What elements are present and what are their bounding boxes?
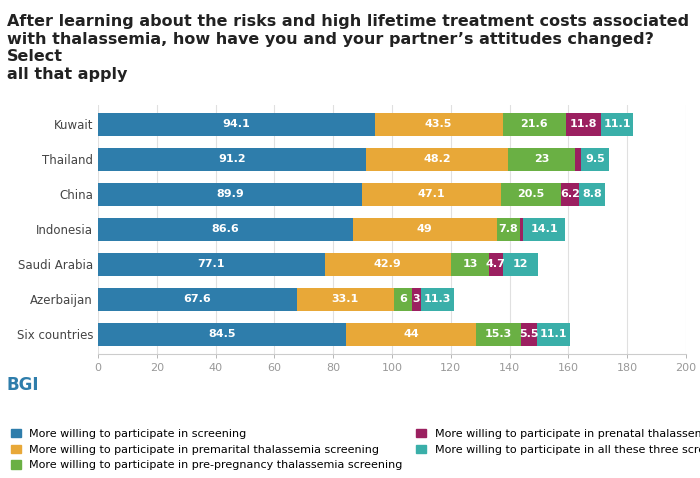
Bar	[98, 148, 366, 171]
Text: 86.6: 86.6	[211, 225, 239, 234]
Bar	[366, 148, 508, 171]
Bar	[325, 253, 451, 276]
Text: 6: 6	[399, 294, 407, 304]
Bar	[575, 148, 581, 171]
Bar	[98, 288, 297, 311]
Text: 48.2: 48.2	[424, 154, 451, 164]
Text: 94.1: 94.1	[223, 120, 250, 130]
Text: 13: 13	[462, 260, 477, 270]
Text: 6.2: 6.2	[560, 189, 580, 199]
Bar	[476, 323, 521, 346]
Text: 23: 23	[534, 154, 550, 164]
Bar	[297, 288, 394, 311]
Text: 8.8: 8.8	[582, 189, 602, 199]
Text: BGI: BGI	[7, 376, 39, 394]
Text: 5.5: 5.5	[519, 329, 538, 339]
Bar	[451, 253, 489, 276]
Text: After learning about the risks and high lifetime treatment costs associated
with: After learning about the risks and high …	[7, 14, 689, 82]
Text: 11.1: 11.1	[603, 120, 631, 130]
Text: 15.3: 15.3	[484, 329, 512, 339]
Text: 14.1: 14.1	[531, 225, 558, 234]
Bar	[580, 183, 606, 206]
Text: 9.5: 9.5	[585, 154, 605, 164]
Bar	[521, 323, 537, 346]
Text: 7.8: 7.8	[498, 225, 518, 234]
Text: 11.3: 11.3	[424, 294, 451, 304]
Text: 12: 12	[512, 260, 528, 270]
Text: 84.5: 84.5	[209, 329, 236, 339]
Bar	[394, 288, 412, 311]
Bar	[489, 253, 503, 276]
Text: 42.9: 42.9	[374, 260, 402, 270]
Bar	[374, 113, 503, 136]
Bar	[508, 148, 575, 171]
Bar	[503, 113, 566, 136]
Bar	[98, 323, 346, 346]
Text: 21.6: 21.6	[521, 120, 548, 130]
Bar	[524, 218, 565, 241]
Text: 3: 3	[412, 294, 420, 304]
Bar	[561, 183, 580, 206]
Bar	[412, 288, 421, 311]
Bar	[353, 218, 497, 241]
Text: 77.1: 77.1	[197, 260, 225, 270]
Bar	[98, 253, 325, 276]
Text: 11.8: 11.8	[570, 120, 597, 130]
Text: 33.1: 33.1	[332, 294, 359, 304]
Bar	[581, 148, 609, 171]
Text: 49: 49	[416, 225, 433, 234]
Bar	[98, 218, 353, 241]
Text: 43.5: 43.5	[425, 120, 452, 130]
Text: 89.9: 89.9	[216, 189, 244, 199]
Bar	[421, 288, 454, 311]
Bar	[346, 323, 476, 346]
Bar	[537, 323, 570, 346]
Text: 11.1: 11.1	[540, 329, 567, 339]
Bar	[503, 253, 538, 276]
Text: 67.6: 67.6	[183, 294, 211, 304]
Bar	[601, 113, 634, 136]
Bar	[566, 113, 601, 136]
Text: 4.7: 4.7	[486, 260, 506, 270]
Legend: More willing to participate in screening, More willing to participate in premari: More willing to participate in screening…	[10, 429, 700, 470]
Text: 91.2: 91.2	[218, 154, 246, 164]
Bar	[98, 113, 374, 136]
Bar	[519, 218, 524, 241]
Text: 44: 44	[403, 329, 419, 339]
Bar	[497, 218, 519, 241]
Bar	[363, 183, 500, 206]
Bar	[98, 183, 363, 206]
Text: 47.1: 47.1	[418, 189, 445, 199]
Text: 20.5: 20.5	[517, 189, 545, 199]
Bar	[500, 183, 561, 206]
